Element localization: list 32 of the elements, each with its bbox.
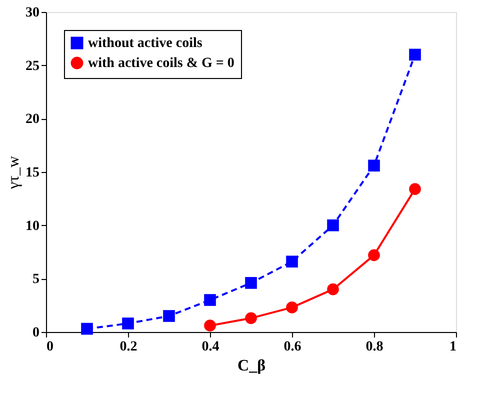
point	[245, 277, 257, 289]
x-tick-label: 0.8	[366, 340, 384, 354]
y-axis-title: γτ_w	[6, 156, 22, 190]
point	[409, 183, 421, 195]
legend-label: with active coils & G = 0	[88, 56, 234, 71]
point	[204, 294, 216, 306]
point	[368, 160, 380, 172]
point	[286, 302, 298, 314]
y-tick-label: 0	[32, 326, 40, 340]
y-tick-label: 20	[26, 112, 40, 128]
point	[122, 318, 134, 330]
y-tick-label: 5	[32, 272, 40, 288]
x-tick-label: 0.4	[202, 340, 220, 354]
point	[368, 249, 380, 262]
y-tick-label: 15	[26, 166, 40, 180]
x-axis-title: C_β	[238, 358, 266, 374]
point	[327, 283, 339, 296]
point	[81, 322, 93, 335]
point	[245, 312, 257, 324]
x-tick-label: 0.2	[120, 340, 138, 354]
point	[409, 48, 421, 61]
y-tick-label: 25	[26, 58, 40, 74]
point	[204, 320, 216, 332]
point	[163, 310, 175, 322]
point	[327, 219, 339, 232]
legend-label: without active coils	[88, 36, 203, 51]
y-tick-label: 10	[26, 218, 40, 234]
point	[286, 256, 298, 268]
x-tick-label: 0	[46, 340, 54, 354]
x-tick-label: 1	[450, 340, 456, 354]
x-tick-label: 0.6	[284, 340, 302, 354]
y-tick-label: 30	[26, 6, 40, 20]
